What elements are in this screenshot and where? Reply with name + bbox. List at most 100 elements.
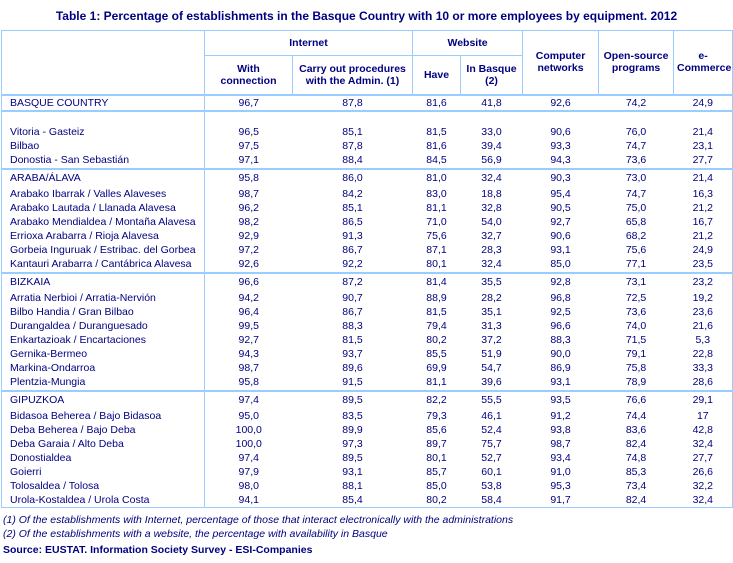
value-cell: 18,8 [481,187,502,200]
header-computer-networks: Computer networks [522,30,600,96]
value-cell: 92,7 [550,215,571,228]
value-cell: 79,3 [426,409,447,422]
value-cell: 32,4 [692,437,713,450]
value-cell: 81,1 [426,201,447,214]
row-label: Urola-Kostaldea / Urola Costa [1,492,205,507]
value-cell: 96,5 [238,125,259,138]
value-cell: 95,8 [238,171,259,184]
value-cell: 84,5 [412,152,461,170]
value-cell: 94,1 [238,493,259,506]
value-cell: 95,4 [550,187,571,200]
table-row: Arratia Nerbioi / Arratia-Nervión 94,2 90,… [1,290,733,305]
value-cell: 97,4 [238,451,259,464]
footnotes: (1) Of the establishments with Internet,… [3,513,730,541]
value-cell: 92,8 [550,275,571,288]
value-cell: 97,3 [342,437,363,450]
value-cell: 56,9 [460,152,523,170]
value-cell: 100,0 [235,423,262,436]
value-cell: 35,5 [481,275,502,288]
footnote-2: (2) Of the establishments with a website… [3,527,388,540]
value-cell: 89,9 [342,423,363,436]
row-label: Tolosaldea / Tolosa [1,478,205,493]
value-cell: 96,6 [238,275,259,288]
value-cell: 99,5 [238,319,259,332]
table-row: Donostia - San Sebastián 97,1 88,4 84,5 56,9… [1,152,733,170]
value-cell: 93,1 [550,243,571,256]
row-label: Plentzia-Mungia [1,374,205,392]
table-row: Errioxa Arabarra / Rioja Alavesa 92,9 91,3… [1,228,733,243]
value-cell: 53,8 [481,479,502,492]
header-website: Website [412,30,524,56]
value-cell: 85,1 [342,125,363,138]
value-cell: 90,0 [550,347,571,360]
value-cell: 81,0 [426,171,447,184]
value-cell: 28,6 [673,374,733,392]
value-cell: 32,8 [481,201,502,214]
value-cell: 98,0 [238,479,259,492]
table-row: Enkartazioak / Encartaciones 92,7 81,5 80,2… [1,332,733,347]
value-cell: 54,7 [481,361,502,374]
value-cell: 76,6 [625,393,647,406]
value-cell: 95,8 [204,374,293,392]
table-body: BASQUE COUNTRY 96,7 87,8 81,6 41,8 92,6 74,2 24… [1,94,733,507]
value-cell: 86,7 [342,243,363,256]
value-cell: 81,4 [426,275,447,288]
spacer-row [1,110,733,125]
value-cell: 74,4 [625,409,647,422]
value-cell: 46,1 [481,409,502,422]
value-cell: 51,9 [481,347,502,360]
row-label: Arabako Mendialdea / Montaña Alavesa [1,214,205,229]
value-cell: 5,3 [695,333,711,346]
value-cell: 92,7 [238,333,259,346]
value-cell: 16,7 [692,215,713,228]
territory-row: ARABA/ÁLAVA 95,8 86,0 81,0 32,4 90,3 73,0 21,4 [1,168,733,187]
value-cell: 71,5 [625,333,647,346]
value-cell: 55,5 [481,393,502,406]
value-cell: 98,7 [238,187,259,200]
value-cell: 89,6 [342,361,363,374]
value-cell: 74,8 [625,451,647,464]
value-cell: 75,7 [481,437,502,450]
value-cell: 90,5 [550,201,571,214]
value-cell: 75,0 [625,201,647,214]
value-cell: 93,7 [342,347,363,360]
row-label: Durangaldea / Duranguesado [1,318,205,333]
table-row: Bidasoa Beherea / Bajo Bidasoa 95,0 83,5 79… [1,408,733,423]
row-label: Bilbao [1,138,205,153]
table-row: Deba Beherea / Bajo Deba 100,0 89,9 85,6 52,… [1,422,733,437]
value-cell: 28,3 [481,243,502,256]
value-cell: 96,7 [204,94,293,112]
value-cell: 98,7 [550,437,571,450]
value-cell: 93,4 [550,451,571,464]
table-row: Bilbao 97,5 87,8 81,6 39,4 93,3 74,7 23,1 [1,138,733,153]
page-title: Table 1: Percentage of establishments in… [55,9,678,23]
value-cell: 100,0 [235,437,262,450]
value-cell: 75,8 [625,361,647,374]
value-cell: 86,7 [342,305,363,318]
header-sub-row: With connection Carry out procedures wit… [2,55,733,96]
value-cell: 73,4 [625,479,647,492]
value-cell: 96,4 [238,305,259,318]
value-cell: 73,6 [598,152,674,170]
value-cell: 97,5 [238,139,259,152]
value-cell: 24,9 [692,243,713,256]
value-cell: 32,7 [481,229,502,242]
value-cell: 81,5 [426,125,447,138]
value-cell [293,111,413,125]
value-cell: 85,0 [426,479,447,492]
value-cell: 77,1 [598,256,674,274]
table-header: Internet Website Computer networks Open-… [1,30,733,96]
value-cell: 87,8 [292,94,413,112]
row-label: BIZKAIA [1,272,205,291]
value-cell: 92,6 [522,94,599,112]
value-cell: 90,6 [550,229,571,242]
row-label: Arratia Nerbioi / Arratia-Nervión [1,290,205,305]
header-group-row: Internet Website Computer networks Open-… [1,30,733,96]
value-cell: 81,6 [426,139,447,152]
value-cell: 97,1 [204,152,293,170]
row-label: Vitoria - Gasteiz [1,124,205,139]
value-cell: 69,9 [426,361,447,374]
value-cell: 41,8 [460,94,523,112]
value-cell [205,111,293,125]
table-row: Arabako Lautada / Llanada Alavesa 96,2 85,… [1,200,733,215]
